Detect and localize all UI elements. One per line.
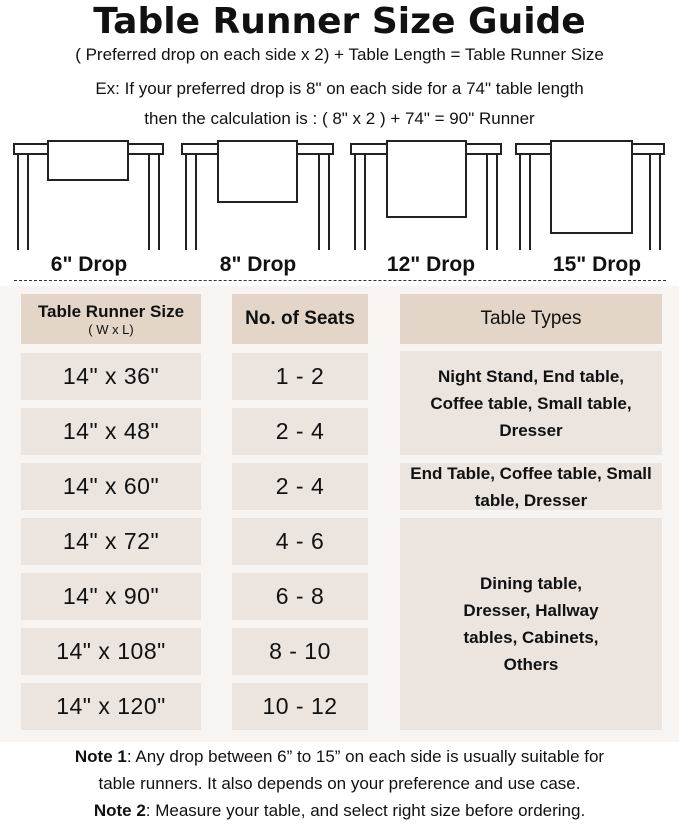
table-types-cell: Night Stand, End table, Coffee table, Sm… [400,351,662,455]
example-line-2: then the calculation is : ( 8" x 2 ) + 7… [144,109,535,128]
seats-cell: 2 - 4 [232,408,368,455]
size-cell: 14" x 72" [21,518,201,565]
drop-label: 8" Drop [219,253,297,276]
drop-label: 12" Drop [386,253,476,276]
seats-cell: 1 - 2 [232,353,368,400]
size-cell: 14" x 108" [21,628,201,675]
table-runner [386,140,467,218]
seats-cell: 6 - 8 [232,573,368,620]
seats-cell: 10 - 12 [232,683,368,730]
note-1: Note 1: Any drop between 6” to 15” on ea… [0,745,679,769]
table-runner [47,140,129,181]
header-types: Table Types [400,294,662,344]
seats-cell: 2 - 4 [232,463,368,510]
header-size: Table Runner Size ( W x L) [21,294,201,344]
header-seats: No. of Seats [232,294,368,344]
size-cell: 14" x 60" [21,463,201,510]
formula: ( Preferred drop on each side x 2) + Tab… [75,45,604,64]
page-title: Table Runner Size Guide [93,1,586,42]
drop-label: 15" Drop [552,253,642,276]
size-cell: 14" x 48" [21,408,201,455]
seats-cell: 8 - 10 [232,628,368,675]
table-types-cell: End Table, Coffee table, Small table, Dr… [400,463,662,510]
note-2: Note 2: Measure your table, and select r… [0,799,679,823]
header-size-label: Table Runner Size [37,301,185,321]
divider [14,280,666,281]
table-runner [550,140,633,234]
note-2-label: Note 2 [93,801,146,820]
note-1-cont: table runners. It also depends on your p… [98,774,581,793]
size-cell: 14" x 36" [21,353,201,400]
note-2-text: : Measure your table, and select right s… [145,801,586,820]
note-1-text: : Any drop between 6” to 15” on each sid… [126,747,605,766]
size-cell: 14" x 90" [21,573,201,620]
header-size-sub: ( W x L) [88,321,134,337]
example-line-1: Ex: If your preferred drop is 8" on each… [95,79,584,98]
size-cell: 14" x 120" [21,683,201,730]
note-1-label: Note 1 [74,747,127,766]
table-runner [217,140,298,203]
drop-diagram [13,140,665,250]
drop-label: 6" Drop [50,253,128,276]
seats-cell: 4 - 6 [232,518,368,565]
table-types-cell: Dining table, Dresser, Hallway tables, C… [400,518,662,730]
